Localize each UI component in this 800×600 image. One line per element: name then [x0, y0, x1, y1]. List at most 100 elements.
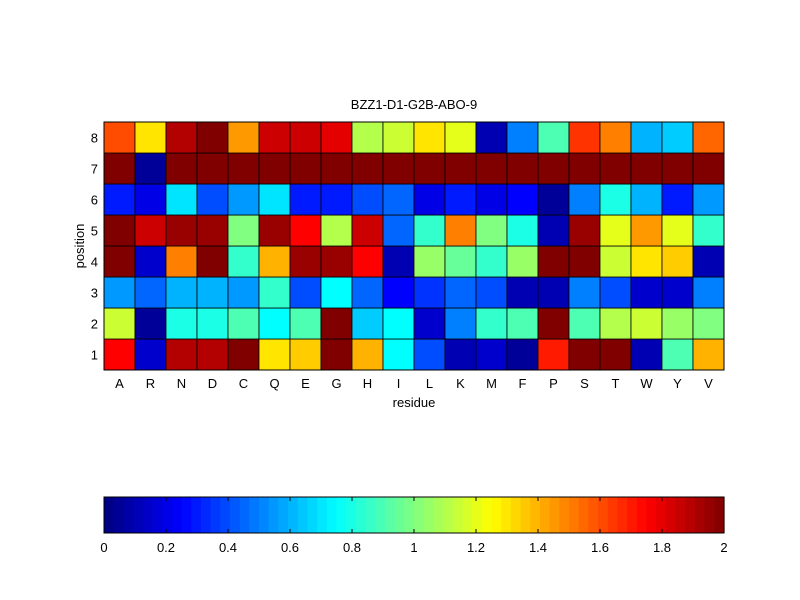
heatmap-cell: [351, 121, 384, 154]
colorbar-segment: [646, 497, 657, 533]
colorbar-segment: [617, 497, 628, 533]
heatmap-cell: [351, 214, 384, 247]
heatmap-cell: [630, 245, 663, 278]
heatmap-cell: [227, 214, 260, 247]
colorbar-tick-label: 0.4: [219, 540, 237, 555]
heatmap-cell: [599, 152, 632, 185]
colorbar-segment: [326, 497, 338, 533]
heatmap-cell: [599, 121, 632, 154]
y-tick-labels: 1 2 3 4 5 6 7 8: [91, 131, 98, 363]
colorbar-tick-label: 1.8: [653, 540, 671, 555]
heatmap-cell: [506, 307, 539, 340]
heatmap-cell: [382, 338, 415, 371]
colorbar-segment: [452, 497, 464, 533]
y-tick-label: 2: [91, 317, 98, 332]
heatmap-cell: [103, 338, 136, 371]
colorbar-segment: [346, 497, 357, 533]
heatmap-cell: [537, 338, 570, 371]
x-axis-label: residue: [393, 395, 436, 410]
heatmap-cell: [630, 276, 663, 309]
x-tick-label: T: [612, 376, 620, 391]
colorbar-segment: [259, 497, 270, 533]
heatmap-cell: [661, 214, 694, 247]
heatmap-cell: [103, 121, 136, 154]
heatmap-cell: [134, 214, 167, 247]
heatmap-cell: [382, 307, 415, 340]
colorbar-segment: [559, 497, 570, 533]
heatmap-cell: [692, 152, 725, 185]
heatmap-cell: [258, 245, 291, 278]
heatmap-cell: [227, 183, 260, 216]
heatmap-cell: [227, 276, 260, 309]
colorbar-segment: [675, 497, 686, 533]
y-tick-label: 8: [91, 131, 98, 146]
heatmap-cell: [227, 307, 260, 340]
colorbar-segment: [181, 497, 192, 533]
heatmap-cell: [320, 276, 353, 309]
x-tick-label: A: [115, 376, 124, 391]
heatmap-cell: [165, 214, 198, 247]
x-tick-label: P: [549, 376, 558, 391]
heatmap-cell: [382, 121, 415, 154]
heatmap-cell: [568, 245, 601, 278]
heatmap-cell: [165, 245, 198, 278]
heatmap-cell: [289, 276, 322, 309]
heatmap-cell: [258, 338, 291, 371]
colorbar-segment: [443, 497, 454, 533]
heatmap-cell: [413, 245, 446, 278]
colorbar-tick-label: 0.6: [281, 540, 299, 555]
colorbar-segment: [142, 497, 154, 533]
heatmap-cell: [413, 183, 446, 216]
colorbar-segment: [278, 497, 289, 533]
colorbar-segment: [656, 497, 667, 533]
colorbar-segment: [355, 497, 367, 533]
heatmap-cell: [506, 183, 539, 216]
colorbar-segment: [414, 497, 425, 533]
heatmap-cell: [475, 183, 508, 216]
heatmap-cell: [258, 214, 291, 247]
heatmap-cell: [134, 245, 167, 278]
colorbar-segment: [627, 497, 638, 533]
colorbar-segment: [229, 497, 241, 533]
colorbar-segment: [113, 497, 124, 533]
colorbar-segment: [375, 497, 386, 533]
heatmap-cell: [630, 338, 663, 371]
heatmap-cell: [475, 245, 508, 278]
colorbar-segment: [384, 497, 396, 533]
heatmap-cell: [537, 307, 570, 340]
colorbar-segment: [685, 497, 696, 533]
heatmap-cell: [351, 245, 384, 278]
colorbar-tick-label: 1.2: [467, 540, 485, 555]
colorbar-segment: [152, 497, 163, 533]
colorbar-tick-label: 2: [720, 540, 727, 555]
colorbar-segment: [569, 497, 580, 533]
heatmap-cell: [506, 245, 539, 278]
heatmap-cell: [351, 183, 384, 216]
heatmap-cell: [320, 183, 353, 216]
x-tick-label: C: [239, 376, 248, 391]
heatmap-cell: [165, 307, 198, 340]
colorbar-segment: [404, 497, 415, 533]
heatmap-cell: [630, 307, 663, 340]
y-tick-label: 6: [91, 193, 98, 208]
colorbar-segment: [433, 497, 444, 533]
colorbar-segment: [665, 497, 677, 533]
colorbar-segment: [539, 497, 551, 533]
heatmap-cell: [444, 245, 477, 278]
heatmap-cell: [289, 245, 322, 278]
colorbar-segment: [481, 497, 493, 533]
y-tick-label: 3: [91, 286, 98, 301]
heatmap-cell: [475, 338, 508, 371]
heatmap-cell: [475, 121, 508, 154]
heatmap-cell: [537, 276, 570, 309]
heatmap-cell: [599, 214, 632, 247]
heatmap-cell: [196, 245, 229, 278]
heatmap-cell: [413, 214, 446, 247]
heatmap-cell: [382, 183, 415, 216]
heatmap-cell: [165, 338, 198, 371]
heatmap-cell: [134, 152, 167, 185]
heatmap-cell: [692, 245, 725, 278]
heatmap-cell: [165, 276, 198, 309]
colorbar-segment: [549, 497, 560, 533]
